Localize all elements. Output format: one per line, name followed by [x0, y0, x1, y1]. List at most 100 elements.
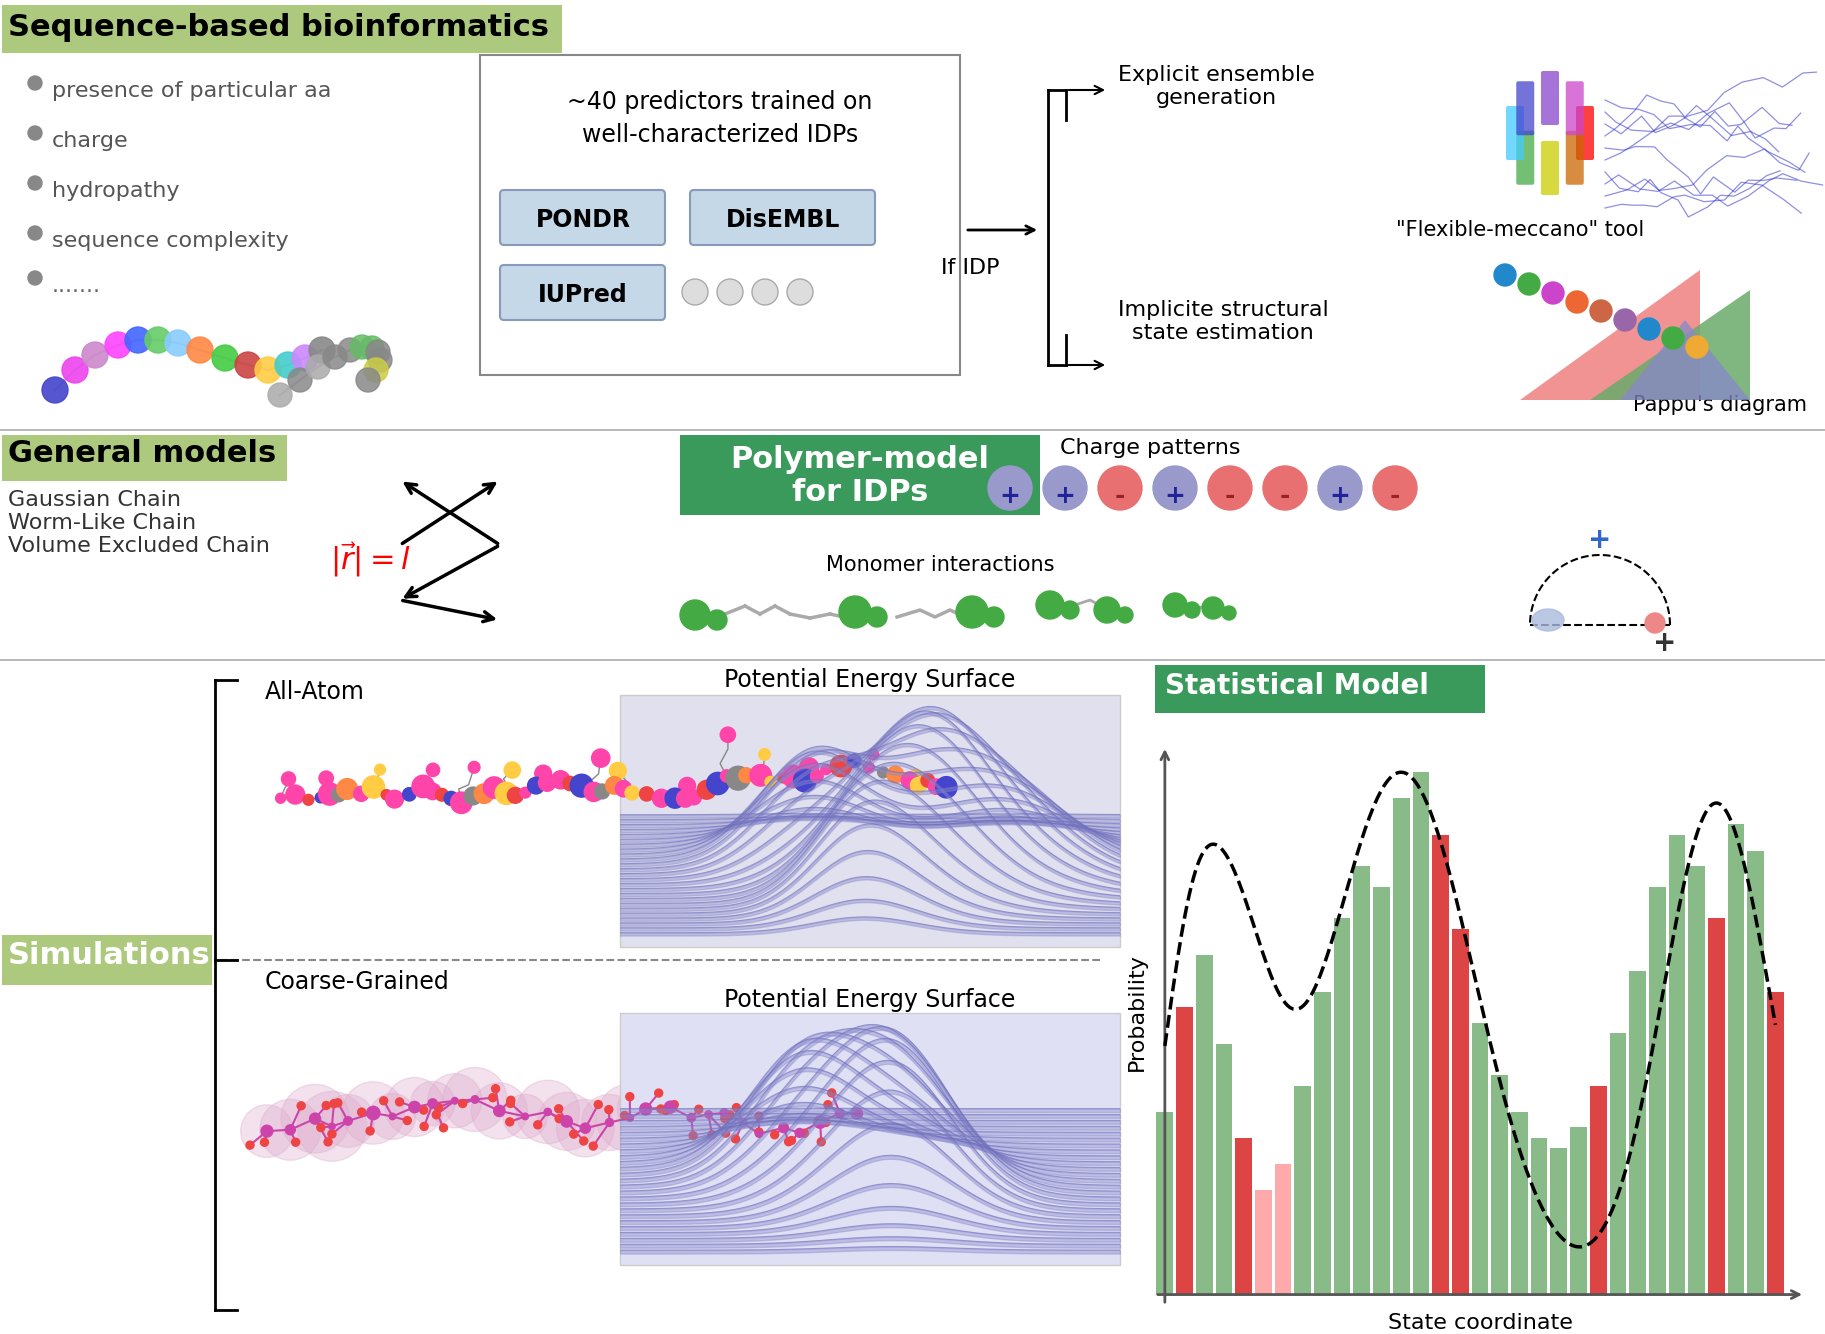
Circle shape [662, 1106, 670, 1114]
Circle shape [1208, 466, 1252, 510]
Circle shape [690, 1131, 697, 1139]
Circle shape [1184, 602, 1201, 618]
Bar [1195, 955, 1212, 1294]
Bar [620, 1013, 1121, 1265]
Circle shape [694, 1082, 756, 1143]
Circle shape [847, 754, 861, 767]
Circle shape [425, 783, 442, 799]
Circle shape [292, 1138, 299, 1146]
Circle shape [62, 358, 88, 383]
Text: +: + [1653, 630, 1677, 658]
Circle shape [679, 778, 695, 794]
FancyBboxPatch shape [500, 265, 664, 320]
Circle shape [1099, 466, 1142, 510]
Circle shape [288, 368, 312, 392]
FancyBboxPatch shape [690, 189, 874, 245]
Circle shape [732, 1135, 739, 1143]
Circle shape [1518, 273, 1540, 295]
Circle shape [717, 279, 743, 305]
Bar [1453, 928, 1469, 1294]
Circle shape [708, 1131, 715, 1139]
Circle shape [259, 1099, 321, 1161]
Circle shape [241, 1105, 294, 1158]
Circle shape [1495, 264, 1517, 285]
Bar [1630, 971, 1646, 1294]
Circle shape [427, 1074, 482, 1129]
Bar [1767, 991, 1783, 1294]
Circle shape [341, 1082, 405, 1145]
Circle shape [319, 783, 341, 806]
Circle shape [343, 1117, 352, 1125]
Text: IUPred: IUPred [538, 283, 628, 307]
Circle shape [987, 466, 1031, 510]
Circle shape [582, 1094, 637, 1150]
Bar [1531, 1138, 1548, 1294]
Circle shape [695, 1106, 703, 1114]
Circle shape [697, 780, 715, 799]
Circle shape [338, 779, 358, 799]
Text: +: + [1000, 484, 1020, 508]
Circle shape [469, 762, 480, 774]
Text: All-Atom: All-Atom [265, 680, 365, 704]
Circle shape [504, 762, 520, 778]
Circle shape [369, 348, 392, 372]
Circle shape [597, 1085, 664, 1151]
Circle shape [297, 1102, 305, 1110]
Text: Potential Energy Surface: Potential Energy Surface [725, 988, 1017, 1013]
Circle shape [850, 1107, 863, 1119]
Text: +: + [1588, 526, 1611, 554]
Circle shape [268, 383, 292, 407]
Circle shape [433, 1111, 440, 1119]
Circle shape [1153, 466, 1197, 510]
Circle shape [801, 1130, 808, 1138]
Circle shape [334, 1099, 341, 1107]
Bar [1590, 1086, 1606, 1294]
Circle shape [276, 352, 301, 378]
Circle shape [27, 76, 42, 89]
Circle shape [909, 770, 923, 784]
Bar [1256, 1190, 1272, 1294]
Circle shape [307, 355, 330, 379]
Circle shape [887, 766, 903, 783]
Circle shape [369, 1094, 416, 1139]
Text: -: - [1115, 484, 1126, 508]
Circle shape [544, 1109, 551, 1115]
Circle shape [595, 784, 610, 799]
Circle shape [620, 1111, 628, 1119]
Circle shape [739, 768, 754, 783]
Circle shape [604, 1106, 613, 1114]
Circle shape [867, 607, 887, 627]
Circle shape [606, 1118, 613, 1126]
Circle shape [308, 338, 336, 363]
Circle shape [1542, 281, 1564, 304]
Circle shape [292, 346, 318, 371]
FancyBboxPatch shape [1540, 141, 1559, 195]
Circle shape [520, 787, 531, 798]
Circle shape [1644, 614, 1664, 634]
Circle shape [330, 1099, 338, 1107]
Circle shape [297, 1091, 367, 1162]
Bar [1157, 1111, 1173, 1294]
Circle shape [595, 1101, 602, 1109]
Text: Sequence-based bioinformatics: Sequence-based bioinformatics [7, 13, 549, 41]
Circle shape [443, 791, 458, 806]
Circle shape [323, 1102, 330, 1110]
Circle shape [235, 352, 261, 378]
Text: Simulations: Simulations [7, 940, 210, 970]
Circle shape [807, 1081, 872, 1147]
Circle shape [730, 1105, 788, 1163]
Circle shape [1163, 594, 1186, 618]
Circle shape [626, 1093, 633, 1101]
Text: "Flexible-meccano" tool: "Flexible-meccano" tool [1396, 220, 1644, 240]
Circle shape [644, 1081, 697, 1134]
Bar [1650, 887, 1666, 1294]
Circle shape [878, 767, 889, 778]
Circle shape [902, 772, 918, 790]
Circle shape [325, 1138, 332, 1146]
Circle shape [562, 776, 577, 791]
Circle shape [721, 1109, 728, 1117]
Circle shape [385, 1078, 443, 1137]
Bar [1610, 1034, 1626, 1294]
Circle shape [606, 776, 622, 794]
Circle shape [27, 271, 42, 285]
